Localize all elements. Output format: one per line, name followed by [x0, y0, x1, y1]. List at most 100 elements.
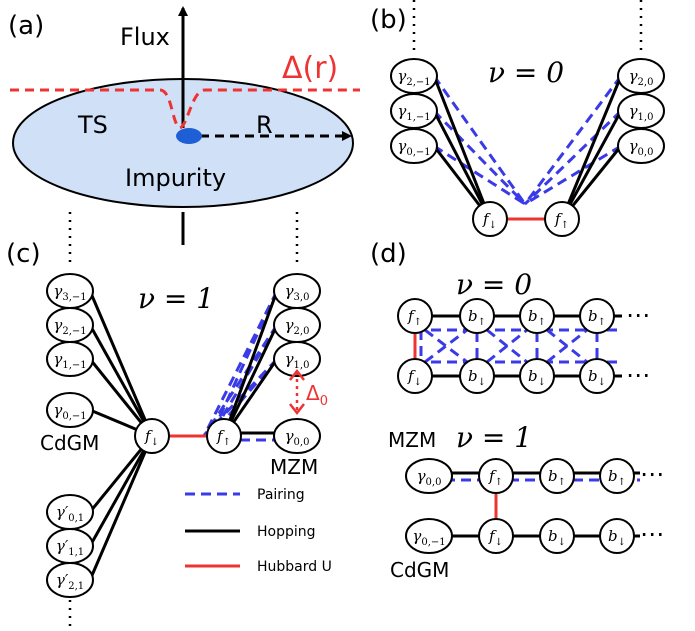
d1-bottom-node-2-subscript: ↓: [558, 537, 566, 548]
d-bottom-node-2: b↓: [519, 358, 555, 394]
b-right-node-0-symbol: γ: [629, 67, 638, 85]
d-bottom-node-0-label: f↓: [407, 367, 422, 388]
d-bottom-node-0: f↓: [397, 358, 433, 394]
c-right-node-0-symbol: γ: [285, 282, 294, 300]
c-leftp-node-2-symbol: γ′: [56, 571, 69, 589]
c-left-node-3: γ0,−1: [46, 392, 94, 428]
b-right-node-2-symbol: γ: [629, 137, 638, 155]
d-bottom-node-2-shape: [519, 358, 555, 394]
d-bottom-node-2-subscript: ↓: [538, 377, 546, 388]
c-right-node-3: γ0,0: [273, 418, 321, 454]
c-f-up-node: f↑: [206, 418, 242, 454]
d1-top-node-1-shape: [478, 458, 514, 494]
panel-c: (c) ν = 1 γ3,−1γ2,−1γ1,−1γ0,−1γ′0,1γ′1,1…: [6, 212, 332, 631]
c-right-node-1-symbol: γ: [285, 316, 294, 334]
c-hop-left-1: [88, 324, 154, 437]
c-leftp-node-2: γ′2,1: [46, 562, 94, 598]
panel-d-label: (d): [370, 239, 407, 269]
c-hop-left-0: [88, 290, 154, 437]
c-left-node-1-subscript: 2,−1: [62, 326, 86, 337]
d1-top-node-2-subscript: ↑: [558, 477, 566, 488]
c-leftp-node-0: γ′0,1: [46, 494, 94, 530]
b-left-node-0-subscript: 2,−1: [406, 77, 430, 88]
d1-bottom-node-2-shape: [539, 518, 575, 554]
b-right-node-1-label: γ1,0: [629, 102, 654, 123]
d-top-node-3-label: b↑: [588, 307, 606, 328]
d1-bottom-node-3-symbol: b: [608, 527, 618, 545]
d-ellipsis-3: ⋯: [640, 460, 664, 488]
d-top-node-1-subscript: ↑: [478, 317, 486, 328]
c-f-up-node-shape: [206, 418, 242, 454]
d-top-node-0-subscript: ↑: [414, 317, 422, 328]
b-pair-right-0: [523, 75, 623, 205]
ts-label: TS: [77, 111, 108, 139]
b-f-down-node-label: f↓: [482, 210, 497, 231]
b-right-node-2-label: γ0,0: [629, 137, 654, 158]
panel-c-label: (c): [6, 239, 41, 269]
d1-top-node-1-symbol: f: [488, 467, 497, 485]
d1-bottom-node-0-shape: [405, 518, 453, 554]
b-right-node-0-subscript: 2,0: [638, 77, 654, 88]
d-top-node-1: b↑: [459, 298, 495, 334]
d-bottom-node-3-symbol: b: [588, 367, 598, 385]
c-hop-leftp-2: [88, 435, 154, 581]
b-pair-left-2: [433, 144, 526, 206]
flux-label: Flux: [120, 23, 170, 51]
d-bottom-node-0-symbol: f: [407, 367, 416, 385]
c-f-up-node-symbol: f: [216, 427, 225, 445]
d1-top-node-0-label: γ0,0: [417, 467, 442, 488]
c-leftp-node-1-label: γ′1,1: [56, 537, 84, 558]
c-left-node-3-label: γ0,−1: [53, 401, 86, 422]
b-right-node-2-shape: [617, 128, 665, 164]
b-right-node-1-symbol: γ: [629, 102, 638, 120]
d-ellipsis-4: ⋯: [640, 520, 664, 548]
c-f-down-node-shape: [134, 418, 170, 454]
d-top-node-3-symbol: b: [588, 307, 598, 325]
d-bottom-node-2-symbol: b: [528, 367, 538, 385]
c-right-node-2-shape: [273, 341, 321, 377]
d-top-node-1-symbol: b: [468, 307, 478, 325]
c-f-up-node-subscript: ↑: [223, 437, 231, 448]
c-leftp-node-2-label: γ′2,1: [56, 571, 84, 592]
b-f-down-node-symbol: f: [482, 210, 491, 228]
c-left-node-2-subscript: 1,−1: [62, 360, 86, 371]
d-top-node-2-shape: [519, 298, 555, 334]
d1-top-node-1-subscript: ↑: [495, 477, 503, 488]
c-mzm-label: MZM: [270, 455, 318, 479]
impurity-label: Impurity: [125, 164, 226, 192]
d1-bottom-node-1-symbol: f: [488, 527, 497, 545]
c-right-node-1: γ2,0: [273, 307, 321, 343]
c-right-node-3-shape: [273, 418, 321, 454]
d1-top-node-2-shape: [539, 458, 575, 494]
d1-top-node-2-symbol: b: [548, 467, 558, 485]
b-nodes: γ2,−1γ1,−1γ0,−1γ2,0γ1,0γ0,0f↓ f↑: [390, 58, 665, 237]
panel-a-label: (a): [8, 11, 44, 41]
panel-c-nu: ν = 1: [138, 282, 214, 315]
c-right-node-3-subscript: 0,0: [294, 437, 310, 448]
d1-bottom-node-0-subscript: 0,−1: [421, 537, 445, 548]
c-leftp-node-0-label: γ′0,1: [56, 503, 84, 524]
c-right-node-3-symbol: γ: [285, 427, 294, 445]
d-top-node-0-symbol: f: [407, 307, 416, 325]
d-top-node-2-subscript: ↑: [538, 317, 546, 328]
d-top-node-3-shape: [579, 298, 615, 334]
c-left-node-2: γ1,−1: [46, 341, 94, 377]
r-label: R: [256, 111, 273, 139]
b-right-node-2: γ0,0: [617, 128, 665, 164]
c-nodes: γ3,−1γ2,−1γ1,−1γ0,−1γ′0,1γ′1,1γ′2,1γ3,0γ…: [46, 273, 321, 598]
delta-label: Δ(r): [282, 51, 338, 86]
d1-bottom-node-3-subscript: ↓: [618, 537, 626, 548]
b-left-node-0: γ2,−1: [390, 58, 438, 94]
c-left-node-0-label: γ3,−1: [53, 282, 86, 303]
c-left-node-3-subscript: 0,−1: [62, 411, 86, 422]
c-left-node-2-label: γ1,−1: [53, 350, 86, 371]
c-hop-right-0: [222, 290, 279, 437]
c-right-node-2-symbol: γ: [285, 350, 294, 368]
b-left-node-2-shape: [390, 128, 438, 164]
d-bottom-node-0-subscript: ↓: [414, 377, 422, 388]
b-f-down-node-shape: [472, 201, 508, 237]
b-pair-left-1: [432, 109, 527, 206]
c-leftp-node-2-shape: [46, 562, 94, 598]
d1-bottom-node-3: b↓: [599, 518, 635, 554]
b-f-up-node-shape: [544, 201, 580, 237]
